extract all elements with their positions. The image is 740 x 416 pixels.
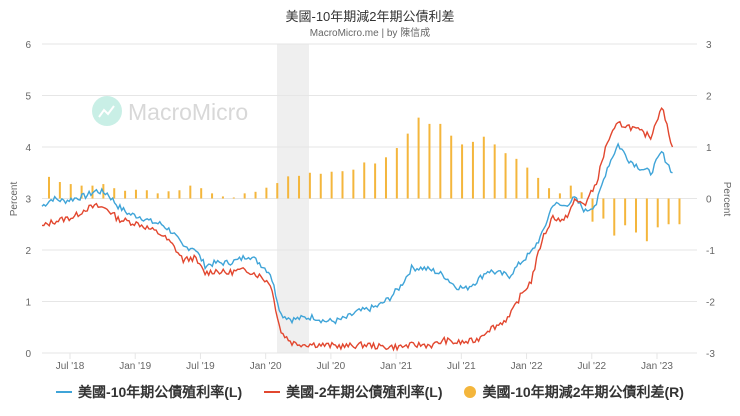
chart-legend: 美國-10年期公債殖利率(L) 美國-2年期公債殖利率(L) 美國-10年期減2… — [0, 382, 740, 402]
chart-plot-area: MacroMicro 0 1 2 3 4 5 6 -3 -2 -1 0 1 2 3 Jul '18 Jan… — [9, 40, 732, 372]
watermark: MacroMicro — [92, 96, 248, 126]
svg-text:0: 0 — [25, 349, 31, 360]
svg-text:6: 6 — [25, 40, 31, 51]
spread-bars — [48, 117, 681, 242]
left-axis-title: Percent — [9, 182, 20, 217]
yield-lines — [41, 106, 674, 352]
svg-text:-3: -3 — [706, 349, 715, 360]
svg-text:5: 5 — [25, 92, 31, 103]
svg-text:Jan '21: Jan '21 — [380, 361, 412, 372]
svg-text:2: 2 — [25, 246, 31, 257]
legend-line-icon — [264, 391, 281, 393]
right-axis-title: Percent — [721, 182, 732, 217]
svg-text:Jan '19: Jan '19 — [119, 361, 151, 372]
svg-text:Jan '23: Jan '23 — [641, 361, 673, 372]
legend-dot-icon — [464, 386, 477, 398]
svg-text:Jul '20: Jul '20 — [317, 361, 346, 372]
left-axis-labels: 0 1 2 3 4 5 6 — [25, 40, 31, 360]
legend-label: 美國-2年期公債殖利率(L) — [286, 384, 443, 400]
chart-subtitle: MacroMicro.me | by 陳信成 — [309, 28, 431, 39]
right-axis-labels: -3 -2 -1 0 1 2 3 — [706, 40, 715, 360]
svg-text:-2: -2 — [706, 298, 715, 309]
svg-text:1: 1 — [706, 143, 712, 154]
svg-text:3: 3 — [25, 195, 31, 206]
svg-text:2: 2 — [706, 92, 712, 103]
legend-label: 美國-10年期減2年期公債利差(R) — [482, 384, 684, 400]
svg-text:Jul '19: Jul '19 — [186, 361, 215, 372]
watermark-text: MacroMicro — [128, 99, 248, 125]
legend-item-us2y[interactable]: 美國-2年期公債殖利率(L) — [264, 382, 442, 402]
svg-text:Jan '20: Jan '20 — [250, 361, 282, 372]
svg-text:Jul '18: Jul '18 — [56, 361, 85, 372]
legend-item-us10y[interactable]: 美國-10年期公債殖利率(L) — [56, 382, 242, 402]
svg-text:3: 3 — [706, 40, 712, 51]
gridlines — [42, 43, 697, 354]
svg-text:4: 4 — [25, 143, 31, 154]
svg-text:0: 0 — [706, 195, 712, 206]
svg-text:Jul '21: Jul '21 — [447, 361, 476, 372]
legend-label: 美國-10年期公債殖利率(L) — [78, 384, 243, 400]
chart-title: 美國-10年期減2年期公債利差 — [285, 9, 455, 24]
svg-text:Jul '22: Jul '22 — [577, 361, 606, 372]
svg-text:Jan '22: Jan '22 — [511, 361, 543, 372]
macromicro-logo-icon — [92, 96, 122, 126]
svg-text:-1: -1 — [706, 246, 715, 257]
x-axis-labels: Jul '18 Jan '19 Jul '19 Jan '20 Jul '20 Jan '… — [56, 353, 673, 372]
svg-text:1: 1 — [25, 298, 31, 309]
legend-line-icon — [56, 391, 73, 393]
legend-item-spread[interactable]: 美國-10年期減2年期公債利差(R) — [464, 382, 684, 402]
